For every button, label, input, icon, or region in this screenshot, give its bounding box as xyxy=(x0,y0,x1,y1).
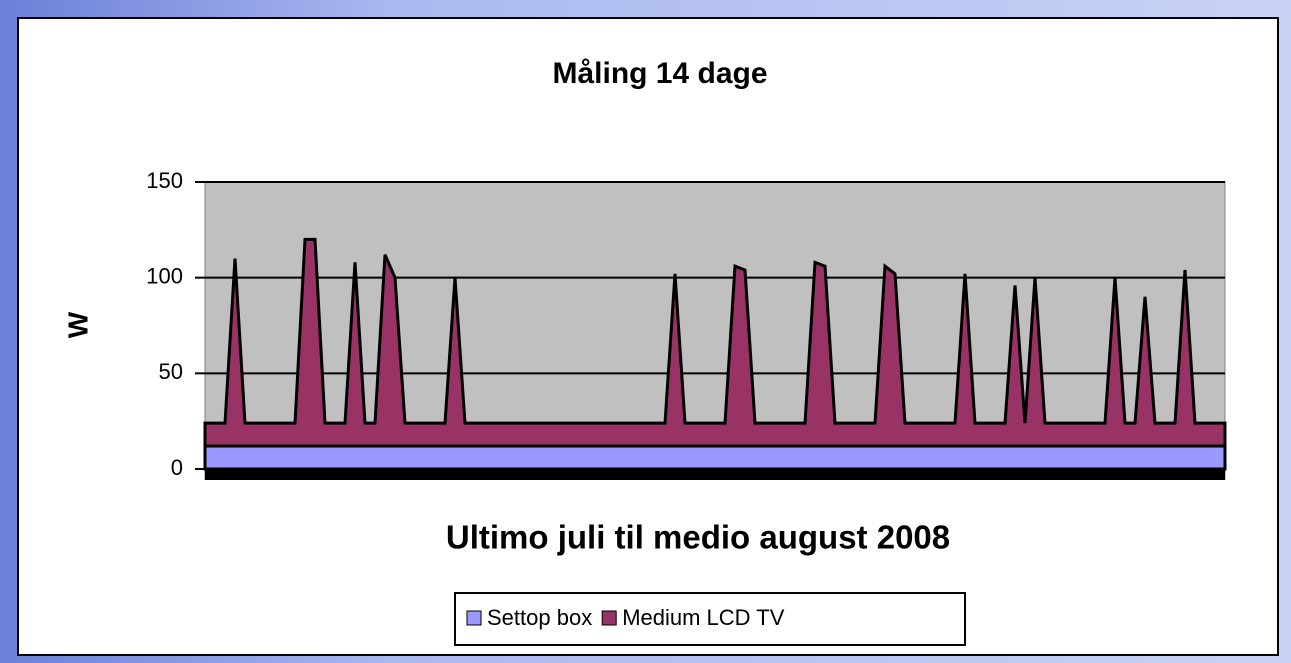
y-tick-label: 50 xyxy=(159,359,183,384)
area xyxy=(203,237,1227,448)
chart-title: Måling 14 dage xyxy=(552,57,767,90)
legend-swatch xyxy=(466,610,482,626)
y-axis-label: W xyxy=(62,311,93,338)
y-tick-label: 100 xyxy=(146,263,183,288)
legend-swatch xyxy=(601,610,617,626)
x-axis xyxy=(205,469,1225,480)
legend-label: Medium LCD TV xyxy=(622,605,785,630)
legend-label: Settop box xyxy=(487,605,592,630)
area xyxy=(203,444,1227,471)
y-tick-label: 150 xyxy=(146,168,183,193)
x-axis-label: Ultimo juli til medio august 2008 xyxy=(446,519,950,556)
legend-items: Settop box Medium LCD TV xyxy=(466,605,785,630)
legend xyxy=(454,592,966,646)
plot-area: 0 50 100 150 xyxy=(146,168,1227,480)
y-tick-label: 0 xyxy=(171,455,183,480)
